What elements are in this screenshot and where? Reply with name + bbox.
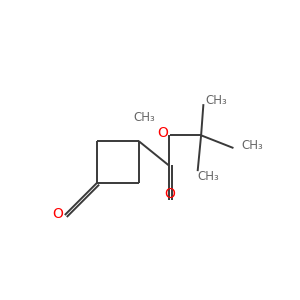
Text: O: O [52,207,63,221]
Text: CH₃: CH₃ [242,139,263,152]
Text: CH₃: CH₃ [198,170,219,183]
Text: CH₃: CH₃ [134,111,155,124]
Text: O: O [158,126,168,140]
Text: O: O [164,187,175,201]
Text: CH₃: CH₃ [206,94,227,107]
